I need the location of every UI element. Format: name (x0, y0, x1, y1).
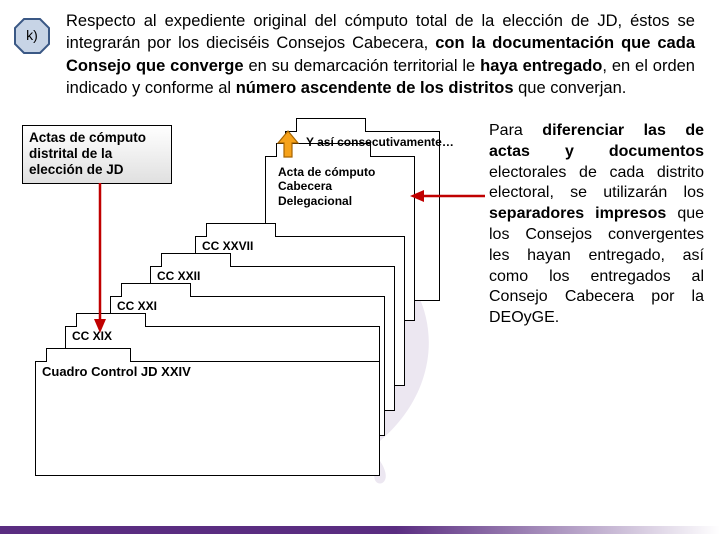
header-paragraph: Respecto al expediente original del cómp… (66, 10, 700, 99)
red-arrow-down (90, 183, 110, 333)
actas-label-box: Actas de cómputo distrital de la elecció… (22, 125, 172, 184)
footer-accent (0, 526, 720, 534)
folder-cuadro-control-jd: Cuadro Control JD XXIV (35, 361, 380, 476)
folder-acta-label: Acta de cómputo Cabecera Delegacional (278, 165, 404, 208)
orange-up-arrow (276, 129, 300, 159)
list-marker: k) (12, 16, 52, 61)
folder-jd-label: Cuadro Control JD XXIV (42, 364, 191, 380)
red-arrow-left (410, 189, 485, 203)
right-paragraph: Para diferenciar las de actas y document… (489, 121, 704, 329)
marker-letter: k) (26, 27, 38, 43)
diagram-area: Actas de cómputo distrital de la elecció… (0, 111, 720, 491)
consecutive-label: Y así consecutivamente… (306, 135, 476, 149)
